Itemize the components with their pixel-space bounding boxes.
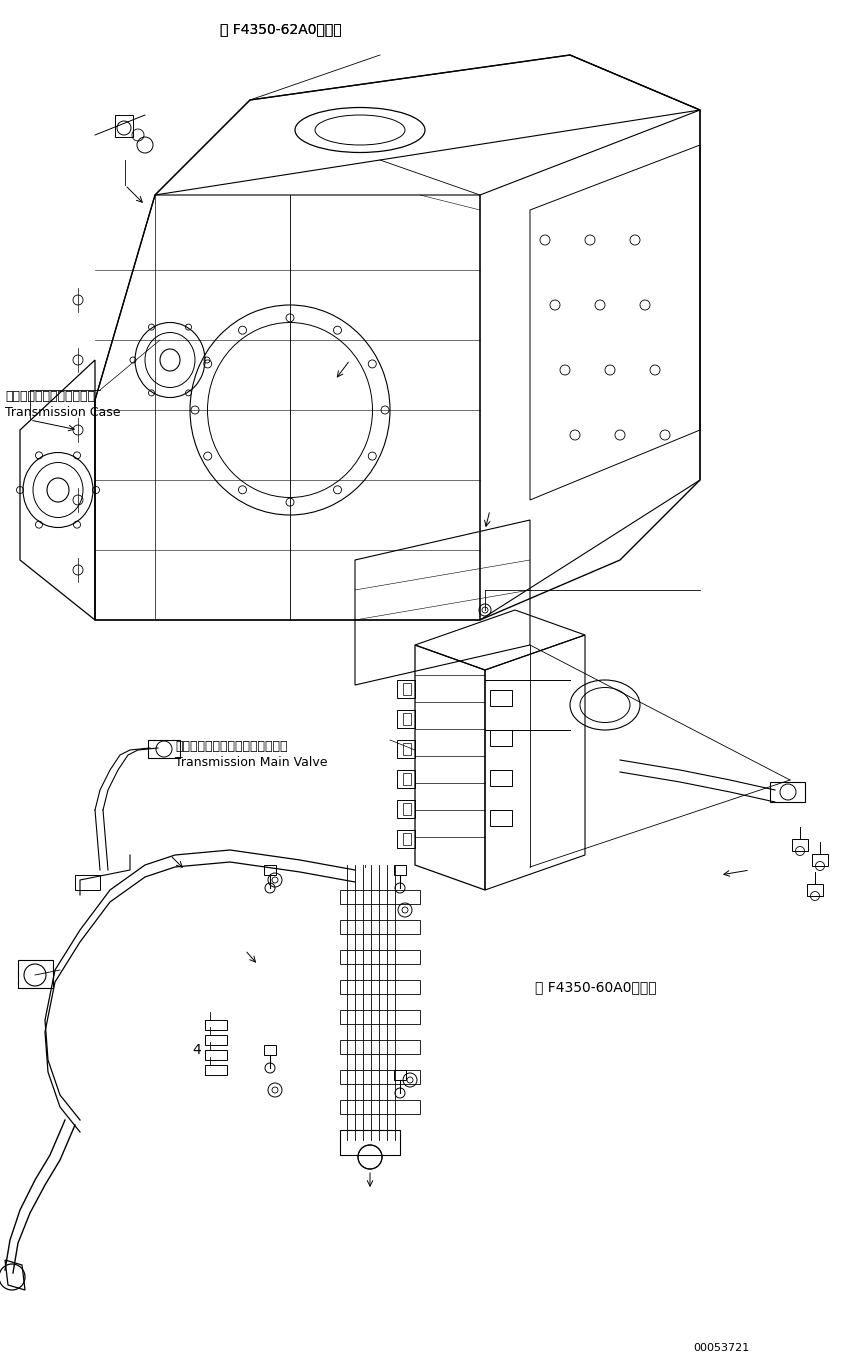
Bar (205, 1035, 227, 1045)
Bar (340, 890, 420, 904)
Text: 00053721: 00053721 (693, 1342, 749, 1353)
Text: Transmission Main Valve: Transmission Main Valve (175, 757, 327, 769)
Bar (403, 833, 411, 845)
Bar (394, 865, 406, 875)
Text: トランスミッションメインバルブ: トランスミッションメインバルブ (175, 740, 287, 753)
Bar (490, 730, 512, 746)
Bar (792, 839, 808, 852)
Bar (403, 773, 411, 785)
Bar (397, 830, 415, 848)
Bar (340, 1040, 420, 1054)
Bar (490, 690, 512, 706)
Bar (340, 919, 420, 934)
Bar (340, 1130, 400, 1155)
Text: 第 F4350-60A0図参照: 第 F4350-60A0図参照 (535, 980, 656, 994)
Bar (340, 951, 420, 964)
Text: 第 F4350-62A0図参照: 第 F4350-62A0図参照 (220, 22, 342, 37)
Bar (403, 683, 411, 696)
Bar (340, 980, 420, 994)
Bar (115, 115, 133, 137)
Bar (403, 713, 411, 725)
Bar (397, 679, 415, 698)
Bar (397, 770, 415, 788)
Bar (75, 875, 100, 890)
Bar (340, 1100, 420, 1115)
Bar (397, 740, 415, 758)
Bar (397, 800, 415, 818)
Bar (812, 854, 828, 866)
Bar (394, 1070, 406, 1079)
Text: トランスミッションケース: トランスミッションケース (5, 391, 95, 403)
Text: 4: 4 (192, 1043, 201, 1056)
Bar (340, 1070, 420, 1083)
Bar (205, 1050, 227, 1060)
Bar (264, 865, 276, 875)
Bar (490, 770, 512, 786)
Bar (403, 803, 411, 815)
Bar (205, 1064, 227, 1075)
Bar (18, 960, 53, 989)
Bar (770, 782, 805, 801)
Bar (807, 884, 823, 896)
Bar (264, 1045, 276, 1055)
Text: 第 F4350-62A0図参照: 第 F4350-62A0図参照 (220, 22, 342, 37)
Bar (148, 740, 180, 758)
Bar (205, 1020, 227, 1031)
Bar (397, 711, 415, 728)
Bar (403, 743, 411, 755)
Bar (340, 1010, 420, 1024)
Bar (490, 810, 512, 826)
Text: Transmission Case: Transmission Case (5, 405, 121, 419)
